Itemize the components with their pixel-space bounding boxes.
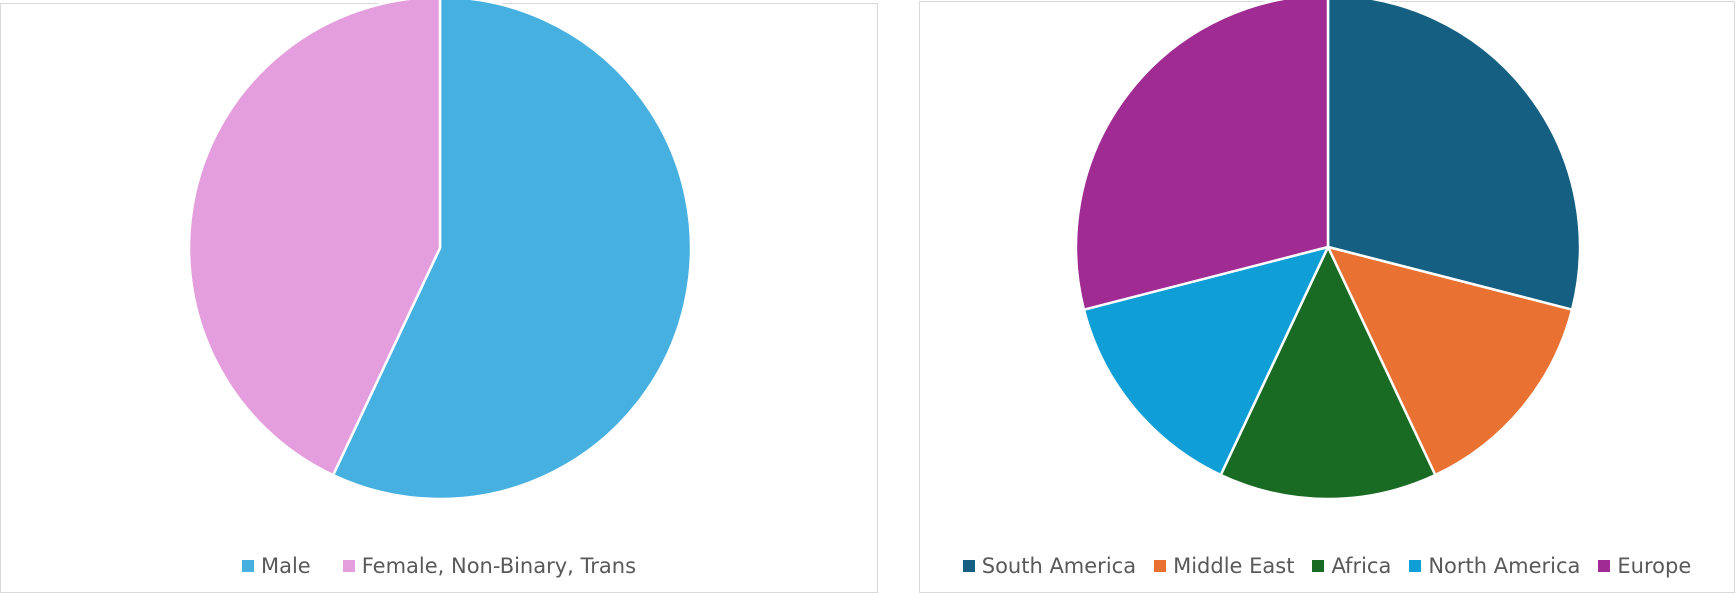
legend-swatch-male [241, 560, 254, 572]
legend-label-africa: Africa [1331, 554, 1392, 578]
pie-slice-female-non-binary-trans [187, 0, 442, 477]
legend-label-north-america: North America [1428, 554, 1581, 578]
region-legend: South America Middle East Africa North Amer… [920, 554, 1734, 578]
legend-swatch-south-america [962, 560, 975, 572]
region-pie-svg [1074, 0, 1582, 501]
legend-label-south-america: South America [981, 554, 1137, 578]
gender-legend: Male Female, Non-Binary, Trans [1, 554, 877, 578]
pie-slice-middle-east [1326, 245, 1574, 477]
pie-slice-europe [1074, 0, 1330, 311]
region-pie-chart: South America Middle East Africa North Amer… [919, 0, 1735, 593]
legend-label-female-non-binary-trans: Female, Non-Binary, Trans [361, 554, 637, 578]
pie-slice-male [331, 0, 693, 501]
legend-swatch-europe [1598, 560, 1611, 572]
legend-swatch-north-america [1409, 560, 1422, 572]
legend-item-africa: Africa [1312, 554, 1391, 578]
legend-item-male: Male [241, 554, 311, 578]
legend-swatch-middle-east [1154, 560, 1167, 572]
legend-label-male: Male [260, 554, 311, 578]
legend-label-europe: Europe [1617, 554, 1692, 578]
legend-item-europe: Europe [1598, 554, 1691, 578]
legend-label-middle-east: Middle East [1173, 554, 1295, 578]
legend-item-north-america: North America [1409, 554, 1580, 578]
pie-slice-south-america [1326, 0, 1582, 311]
legend-swatch-female-non-binary-trans [342, 560, 355, 572]
gender-pie-svg [187, 0, 693, 501]
legend-item-middle-east: Middle East [1154, 554, 1294, 578]
gender-pie-chart: Male Female, Non-Binary, Trans [0, 0, 878, 593]
legend-item-female-non-binary-trans: Female, Non-Binary, Trans [342, 554, 637, 578]
pie-slice-africa [1219, 245, 1437, 501]
legend-item-south-america: South America [962, 554, 1137, 578]
pie-slice-north-america [1082, 245, 1330, 477]
legend-swatch-africa [1312, 560, 1325, 572]
